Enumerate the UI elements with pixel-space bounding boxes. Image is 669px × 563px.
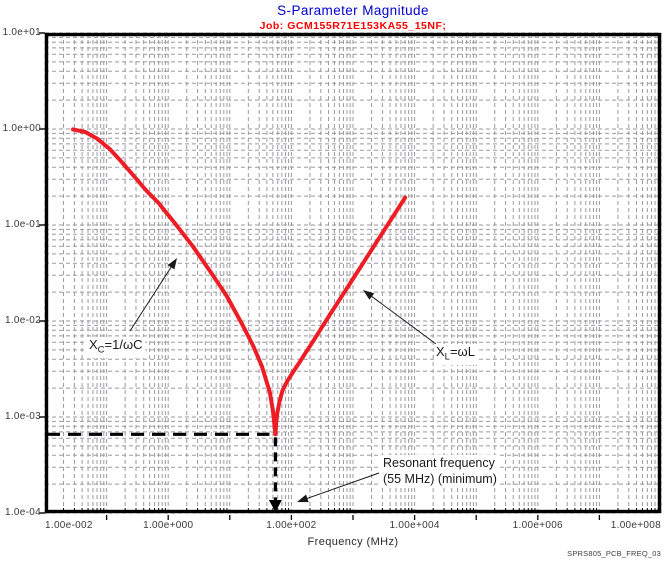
grid-lines (44, 32, 662, 514)
x-axis-title: Frequency (MHz) (307, 536, 399, 548)
y-tick-label: 1.0e+00 (2, 123, 41, 134)
xl-base: X (436, 344, 445, 359)
resonant-frequency-label: Resonant frequency (55 MHz) (minimum) (381, 455, 499, 487)
resonance-guide-lines (47, 432, 282, 512)
xl-subscript: L (444, 351, 450, 363)
xc-formula: =1/ωC (104, 337, 143, 352)
x-tick-label: 1.00e+006 (512, 520, 563, 531)
job-subtitle: Job: GCM155R71E153KA55_15NF; (259, 20, 447, 32)
xc-subscript: C (97, 344, 105, 356)
annotation-arrows (129, 258, 437, 503)
y-tick-label: 1.0e-01 (4, 219, 41, 230)
x-tick-label: 1.00e-002 (45, 520, 93, 531)
inductive-reactance-label: XL=ωL (434, 344, 477, 365)
y-tick-label: 1.0e+01 (2, 27, 41, 38)
x-tick-label: 1.00e+008 (610, 520, 661, 531)
y-tick-label: 1.0e-03 (4, 411, 41, 422)
plot-frame (44, 32, 662, 514)
y-tick-label: 1.0e-04 (4, 507, 41, 518)
capacitive-reactance-label: XC=1/ωC (87, 337, 145, 358)
figure-id-watermark: SPRS805_PCB_FREQ_03 (567, 549, 661, 558)
page-title: S-Parameter Magnitude (277, 3, 429, 18)
resonant-frequency-line2: (55 MHz) (minimum) (383, 472, 497, 486)
axis-ticks (39, 32, 659, 520)
x-tick-label: 1.00e+002 (266, 520, 317, 531)
impedance-curve (71, 127, 408, 437)
xl-formula: =ωL (449, 344, 475, 359)
y-tick-label: 1.0e-02 (4, 315, 41, 326)
x-tick-label: 1.00e+004 (389, 520, 440, 531)
xc-base: X (89, 337, 98, 352)
resonant-frequency-line1: Resonant frequency (383, 456, 495, 470)
x-tick-label: 1.00e+000 (143, 520, 194, 531)
